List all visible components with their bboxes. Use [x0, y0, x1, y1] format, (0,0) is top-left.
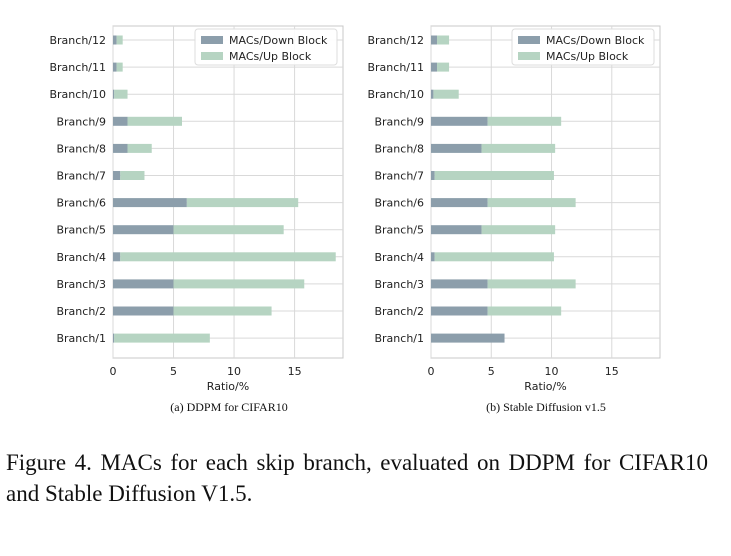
panel-a-bar-up-1 — [114, 333, 210, 343]
panel-a-xtick-10: 10 — [227, 365, 241, 378]
panel-b-ytick-5: Branch/5 — [374, 224, 424, 237]
panel-a-bar-down-9 — [113, 116, 128, 126]
panel-a-ytick-7: Branch/7 — [56, 170, 106, 183]
panel-b-bar-down-12 — [431, 35, 438, 45]
panel-b-xlabel: Ratio/% — [524, 380, 566, 393]
panel-b-bar-up-8 — [481, 143, 556, 153]
panel-a-bar-down-11 — [113, 62, 117, 72]
panel-b-xtick-0: 0 — [428, 365, 435, 378]
panel-b-ytick-12: Branch/12 — [367, 34, 424, 47]
panel-b-bar-down-10 — [431, 89, 434, 99]
panel-b-ytick-8: Branch/8 — [374, 142, 424, 155]
panel-a-ytick-2: Branch/2 — [56, 305, 106, 318]
panel-a-ytick-11: Branch/11 — [49, 61, 106, 74]
panel-b-bar-down-1 — [431, 333, 505, 343]
panel-b-bar-up-7 — [434, 171, 554, 180]
panel-b-bar-up-2 — [487, 306, 562, 316]
panel-b-bar-up-6 — [487, 198, 576, 208]
panel-a-caption: (a) DDPM for CIFAR10 — [170, 400, 287, 414]
panel-b-legend-swatch-1 — [518, 36, 540, 44]
panel-a-ytick-8: Branch/8 — [56, 142, 106, 155]
panel-a-ytick-10: Branch/10 — [49, 88, 106, 101]
figure-caption: Figure 4. MACs for each skip branch, eva… — [6, 450, 708, 506]
panel-a-bar-up-10 — [114, 89, 128, 99]
panel-b-bar-down-6 — [431, 198, 488, 208]
panel-a-ytick-1: Branch/1 — [56, 332, 106, 345]
panel-a-ytick-5: Branch/5 — [56, 224, 106, 237]
figure-svg: 0 5 10 15 Branch/1 Branch/2 Branch/3 Branch/4 Br… — [49, 25, 661, 414]
panel-b-ytick-3: Branch/3 — [374, 278, 424, 291]
panel-b-ytick-4: Branch/4 — [374, 251, 424, 264]
panel-b-ytick-10: Branch/10 — [367, 88, 424, 101]
panel-b-bar-down-3 — [431, 279, 488, 289]
panel-a-bar-down-12 — [113, 35, 117, 45]
panel-a-xtick-5: 5 — [170, 365, 177, 378]
panel-b-bar-up-11 — [437, 62, 450, 72]
panel-a-legend-swatch-2 — [201, 52, 223, 60]
panel-b-bar-up-10 — [433, 89, 459, 99]
panel-b-ytick-7: Branch/7 — [374, 170, 424, 183]
panel-a-plot-frame — [112, 25, 344, 359]
panel-a-bar-down-7 — [113, 171, 121, 180]
panel-b-legend-label-2: MACs/Up Block — [546, 50, 629, 63]
panel-a-xtick-15: 15 — [288, 365, 302, 378]
panel-a-legend-swatch-1 — [201, 36, 223, 44]
panel-a-xtick-0: 0 — [110, 365, 117, 378]
panel-b-bar-down-4 — [431, 252, 435, 262]
panel-a-legend-label-1: MACs/Down Block — [229, 34, 328, 47]
panel-a-bar-down-8 — [113, 143, 128, 153]
panel-b-bar-up-4 — [434, 252, 554, 262]
panel-a-xlabel: Ratio/% — [207, 380, 249, 393]
panel-a-ytick-9: Branch/9 — [56, 115, 106, 128]
panel-b-ytick-9: Branch/9 — [374, 115, 424, 128]
panel-b-bar-down-5 — [431, 225, 482, 235]
panel-b-xtick-10: 10 — [545, 365, 559, 378]
panel-a-legend-label-2: MACs/Up Block — [229, 50, 312, 63]
panel-a-bar-down-6 — [113, 198, 187, 208]
panel-b-plot-frame — [430, 25, 661, 359]
panel-b-legend-box — [511, 28, 655, 66]
panel-a-bar-down-3 — [113, 279, 174, 289]
panel-b-bar-down-8 — [431, 143, 482, 153]
panel-b-bar-down-11 — [431, 62, 438, 72]
panel-b-ytick-11: Branch/11 — [367, 61, 424, 74]
panel-a-bar-up-5 — [173, 225, 284, 235]
figure: 0 5 10 15 Branch/1 Branch/2 Branch/3 Branch/4 Br… — [49, 25, 661, 414]
panel-a-bar-down-10 — [113, 89, 115, 99]
panel-b-ytick-2: Branch/2 — [374, 305, 424, 318]
panel-b-bar-down-7 — [431, 171, 435, 180]
panel-a-ytick-3: Branch/3 — [56, 278, 106, 291]
panel-b-bar-down-2 — [431, 306, 488, 316]
panel-a-bar-up-9 — [127, 116, 182, 126]
panel-b-caption: (b) Stable Diffusion v1.5 — [486, 400, 606, 414]
panel-a-bar-up-3 — [173, 279, 305, 289]
panel-b-bar-up-9 — [487, 116, 562, 126]
panel-b-bar-up-12 — [437, 35, 450, 45]
panel-b-bar-down-9 — [431, 116, 488, 126]
panel-a-bar-down-2 — [113, 306, 174, 316]
panel-b-xtick-15: 15 — [605, 365, 619, 378]
panel-b-legend-swatch-2 — [518, 52, 540, 60]
panel-a-bar-up-11 — [116, 62, 123, 72]
panel-b-legend-label-1: MACs/Down Block — [546, 34, 645, 47]
panel-b-xtick-5: 5 — [488, 365, 495, 378]
panel-a-bar-up-6 — [186, 198, 299, 208]
panel-b-ytick-6: Branch/6 — [374, 197, 424, 210]
panel-a-bar-up-2 — [173, 306, 272, 316]
panel-a-legend-box — [194, 28, 338, 66]
panel-a-bar-down-5 — [113, 225, 174, 235]
panel-a-ytick-12: Branch/12 — [49, 34, 106, 47]
panel-a-ytick-6: Branch/6 — [56, 197, 106, 210]
panel-a-bar-up-12 — [116, 35, 123, 45]
panel-b-ytick-1: Branch/1 — [374, 332, 424, 345]
panel-a-bar-down-4 — [113, 252, 121, 262]
panel-b-bar-up-5 — [481, 225, 556, 235]
panel-a-ytick-4: Branch/4 — [56, 251, 106, 264]
panel-b-bar-up-3 — [487, 279, 576, 289]
panel-a-bar-up-7 — [120, 171, 145, 180]
panel-a-bar-down-1 — [113, 333, 115, 343]
panel-a-bar-up-8 — [127, 143, 152, 153]
panel-a-bar-up-4 — [120, 252, 336, 262]
